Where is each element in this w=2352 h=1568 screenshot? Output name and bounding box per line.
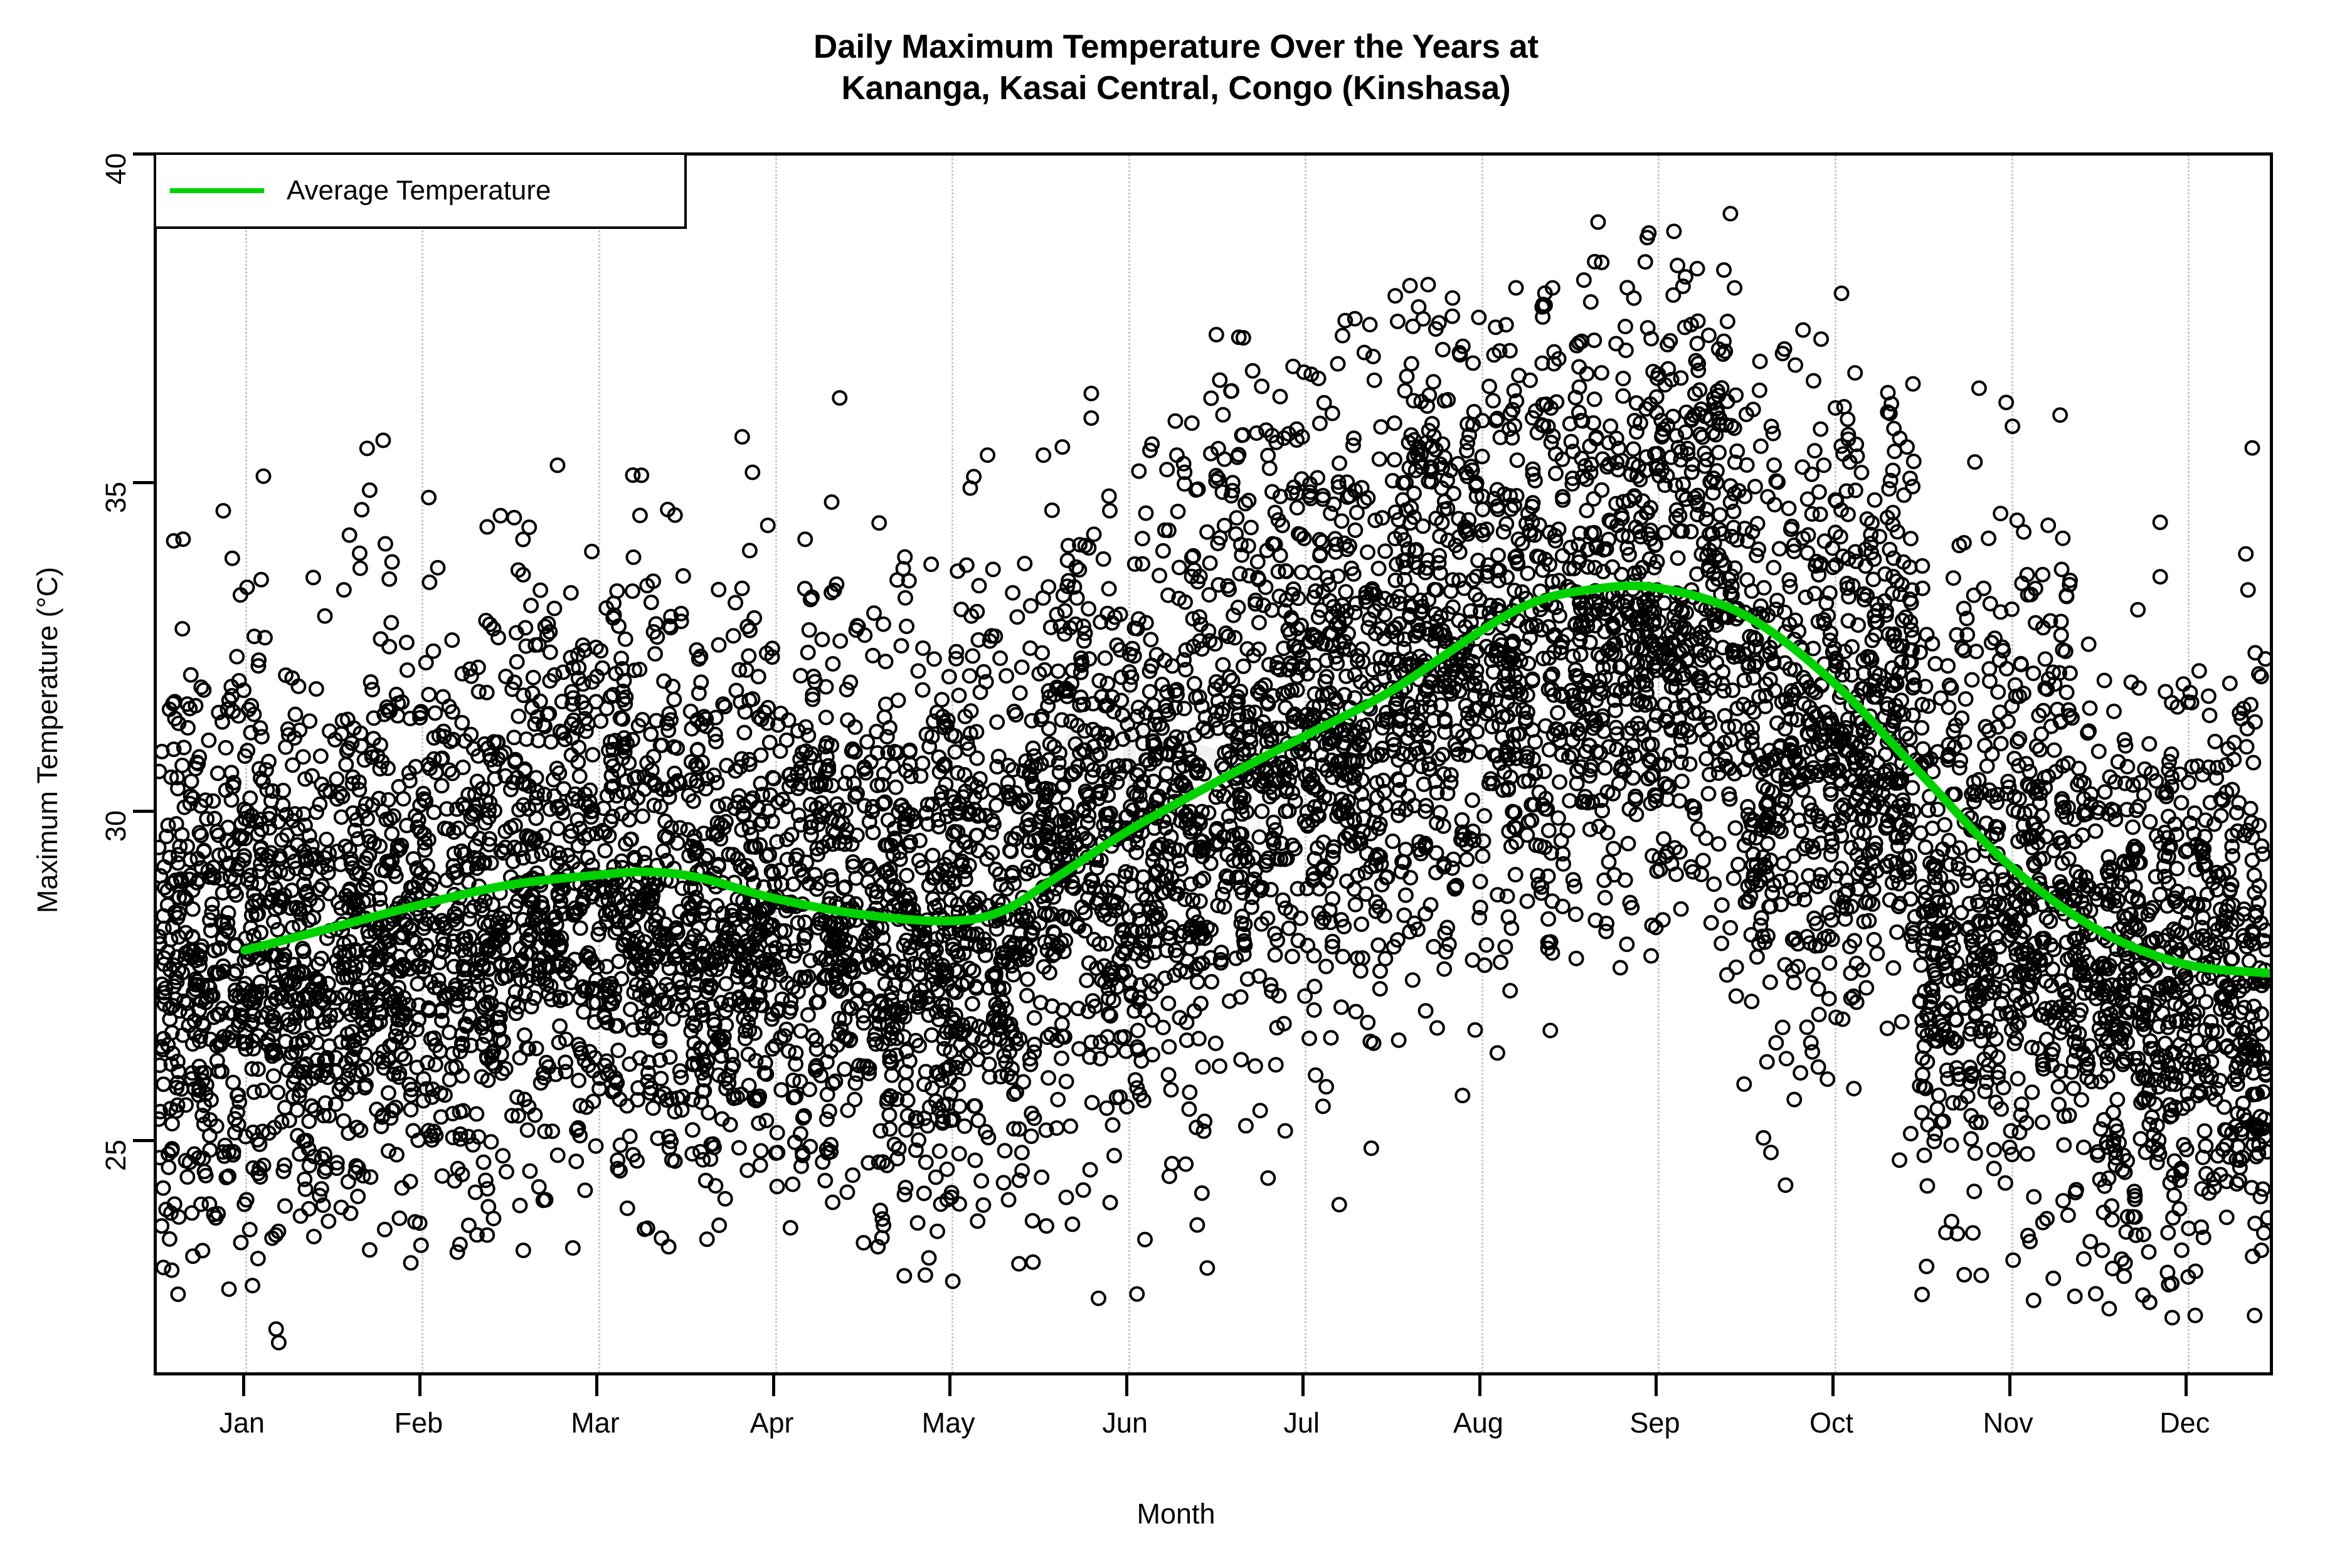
y-tick-mark-30 [133,810,154,813]
y-tick-mark-25 [133,1139,154,1142]
y-tick-label-30: 30 [100,810,132,936]
page-title: Daily Maximum Temperature Over the Years… [0,26,2352,109]
y-tick-mark-35 [133,481,154,484]
x-tick-label-aug: Aug [1416,1407,1541,1439]
x-tick-mark-aug [1478,1375,1481,1396]
x-tick-label-jun: Jun [1062,1407,1188,1439]
x-tick-mark-feb [418,1375,421,1396]
x-tick-mark-dec [2185,1375,2188,1396]
x-tick-label-jan: Jan [179,1407,305,1439]
x-tick-mark-mar [595,1375,598,1396]
legend-label-average-temperature: Average Temperature [287,175,551,206]
x-tick-label-oct: Oct [1769,1407,1894,1439]
y-tick-label-40: 40 [100,153,132,278]
y-tick-label-25: 25 [100,1140,132,1265]
x-axis-title: Month [0,1498,2352,1530]
y-tick-label-35: 35 [100,482,132,607]
x-tick-label-jul: Jul [1239,1407,1364,1439]
x-tick-mark-jun [1125,1375,1128,1396]
average-temperature-trend-path [245,586,2270,973]
plot-area: observ er.org [154,152,2273,1375]
x-tick-label-sep: Sep [1592,1407,1717,1439]
y-axis-title: Maximum Temperature (°C) [31,270,64,1210]
x-tick-mark-jan [242,1375,245,1396]
title-line-1: Daily Maximum Temperature Over the Years… [0,26,2352,68]
x-tick-mark-sep [1655,1375,1658,1396]
x-tick-mark-apr [772,1375,775,1396]
title-line-2: Kananga, Kasai Central, Congo (Kinshasa) [0,68,2352,109]
x-tick-mark-may [948,1375,951,1396]
chart-legend: Average Temperature [154,152,687,229]
x-tick-mark-oct [1831,1375,1835,1396]
x-tick-label-dec: Dec [2122,1407,2247,1439]
average-temperature-line [157,156,2270,1372]
y-axis-title-wrap: Maximum Temperature (°C) [0,0,63,1568]
x-tick-mark-nov [2008,1375,2011,1396]
x-tick-label-may: May [886,1407,1011,1439]
x-tick-label-mar: Mar [532,1407,658,1439]
x-tick-label-nov: Nov [1946,1407,2071,1439]
x-tick-label-apr: Apr [709,1407,835,1439]
y-tick-mark-40 [133,152,154,156]
x-tick-label-feb: Feb [356,1407,481,1439]
legend-line-swatch-average-temperature [170,188,264,193]
x-tick-mark-jul [1301,1375,1305,1396]
plot-inner: observ er.org [157,156,2270,1372]
